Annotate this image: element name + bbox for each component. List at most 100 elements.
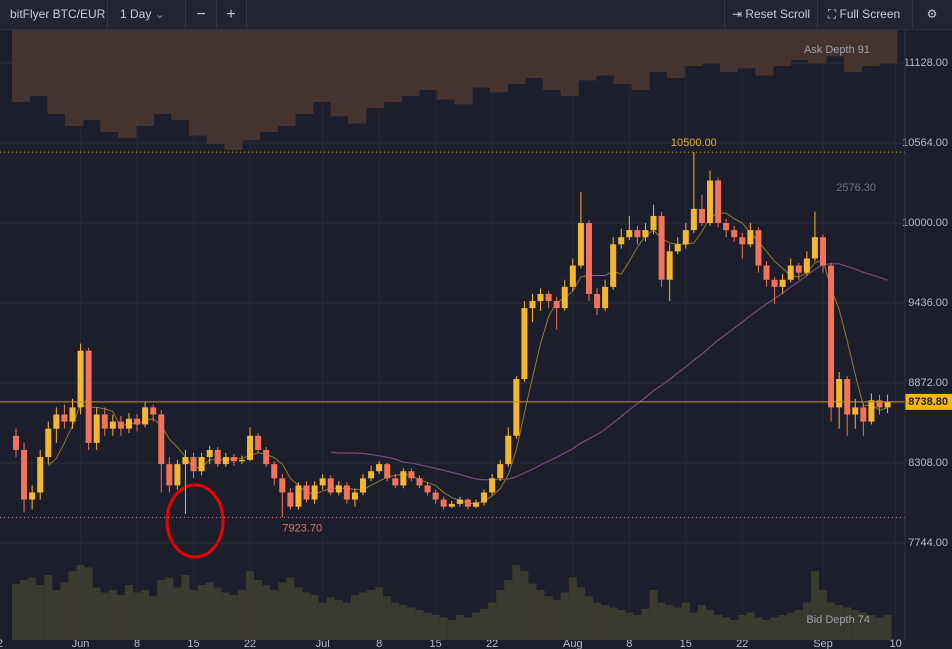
settings[interactable]: ⚙ <box>926 7 938 21</box>
ask-depth-bar <box>29 30 48 96</box>
volume-bar <box>68 571 77 640</box>
candle-body <box>424 485 431 493</box>
range-label: 2576.30 <box>836 182 876 194</box>
market[interactable]: bitFlyer BTC/EUR <box>0 0 108 29</box>
volume-bar <box>423 612 432 640</box>
volume-bar <box>383 596 392 640</box>
candle-body <box>787 265 794 280</box>
candle-body <box>85 350 92 443</box>
candle-body <box>481 492 488 503</box>
volume-bar <box>859 612 868 640</box>
candle-body <box>400 471 407 486</box>
y-tick-label: 9436.00 <box>908 297 948 309</box>
candle-body <box>190 457 197 472</box>
candle-body <box>771 279 778 287</box>
candle-body <box>255 435 262 450</box>
x-tick-label: 15 <box>680 638 692 649</box>
reset-scroll[interactable]: ⇥ Reset Scroll <box>724 0 818 29</box>
ask-depth-bar <box>472 30 491 88</box>
candle-body <box>37 457 44 493</box>
volume-bar <box>802 602 811 640</box>
volume-bar <box>318 602 327 640</box>
ask-depth-bar <box>578 30 597 81</box>
candle-body <box>432 492 439 500</box>
candle-body <box>472 502 479 507</box>
candle-body <box>698 208 705 224</box>
ask-depth-bar <box>737 30 756 69</box>
candle-body <box>634 230 641 238</box>
candle-body <box>287 492 294 507</box>
x-tick-label: Aug <box>563 638 583 649</box>
volume-bar <box>617 610 626 640</box>
volume-bar <box>641 608 650 640</box>
candle-body <box>360 478 367 493</box>
volume-bar <box>463 617 472 640</box>
candle-body <box>392 478 399 486</box>
ask-depth-bar <box>720 30 739 72</box>
moving-average <box>47 212 888 505</box>
zoom-out[interactable]: − <box>186 0 217 29</box>
y-tick-label: 10564.00 <box>902 137 948 149</box>
x-tick-label: 10 <box>890 638 902 649</box>
volume-bar <box>342 602 351 640</box>
candle-body <box>884 401 891 408</box>
candle-body <box>763 265 770 280</box>
volume-bar <box>391 602 400 640</box>
candle-body <box>69 407 76 422</box>
volume-bar <box>875 617 884 640</box>
x-tick-label: 22 <box>244 638 256 649</box>
volume-bar <box>237 590 246 640</box>
volume-bar <box>609 607 618 640</box>
volume-bar <box>706 610 715 640</box>
interval[interactable]: 1 Day ⌄ <box>108 0 186 29</box>
volume-bar <box>738 615 747 640</box>
ask-depth-bar <box>649 30 668 72</box>
x-tick-label: Jun <box>72 638 90 649</box>
last-price-box <box>905 393 952 410</box>
volume-bar <box>254 580 263 640</box>
volume-bar <box>835 605 844 640</box>
candle-body <box>368 471 375 479</box>
candle-body <box>21 449 28 500</box>
candle-body <box>61 414 68 422</box>
candle-body <box>214 449 221 465</box>
ask-depth-bar <box>773 30 792 66</box>
volume-bar <box>415 610 424 640</box>
ask-depth-bar <box>224 30 243 150</box>
volume-bar <box>36 585 45 640</box>
candle-body <box>416 478 423 486</box>
candle-body <box>690 208 697 231</box>
volume-bar <box>165 577 174 640</box>
candle-body <box>779 279 786 287</box>
volume-bar <box>100 592 109 640</box>
volume-bar <box>625 612 634 640</box>
interval-label: 1 Day <box>120 7 152 21</box>
candle-body <box>811 237 818 259</box>
candle-body <box>351 492 358 500</box>
candle-body <box>489 478 496 493</box>
candle-body <box>658 215 665 280</box>
ask-depth-bar <box>189 30 208 136</box>
volume-bar <box>157 580 166 640</box>
volume-bar <box>794 610 803 640</box>
volume-bar <box>689 612 698 640</box>
zoom-in[interactable]: + <box>216 0 247 29</box>
candle-body <box>158 414 165 465</box>
volume-bar <box>133 592 142 640</box>
ask-depth-bar <box>135 30 154 126</box>
candle-body <box>134 418 141 425</box>
volume-bar <box>819 590 827 640</box>
volume-bar <box>593 602 602 640</box>
candle-body <box>376 464 383 472</box>
full-screen[interactable]: ⛶ Full Screen <box>816 0 913 29</box>
y-tick-label: 8872.00 <box>908 377 948 389</box>
volume-bar <box>786 612 795 640</box>
ask-depth-bar <box>436 30 455 100</box>
candle-body <box>182 457 189 465</box>
candle-body <box>238 459 245 462</box>
candle-body <box>448 503 455 507</box>
candle-body <box>77 350 84 408</box>
x-tick-label: Jul <box>316 638 330 649</box>
volume-bar <box>52 590 61 640</box>
